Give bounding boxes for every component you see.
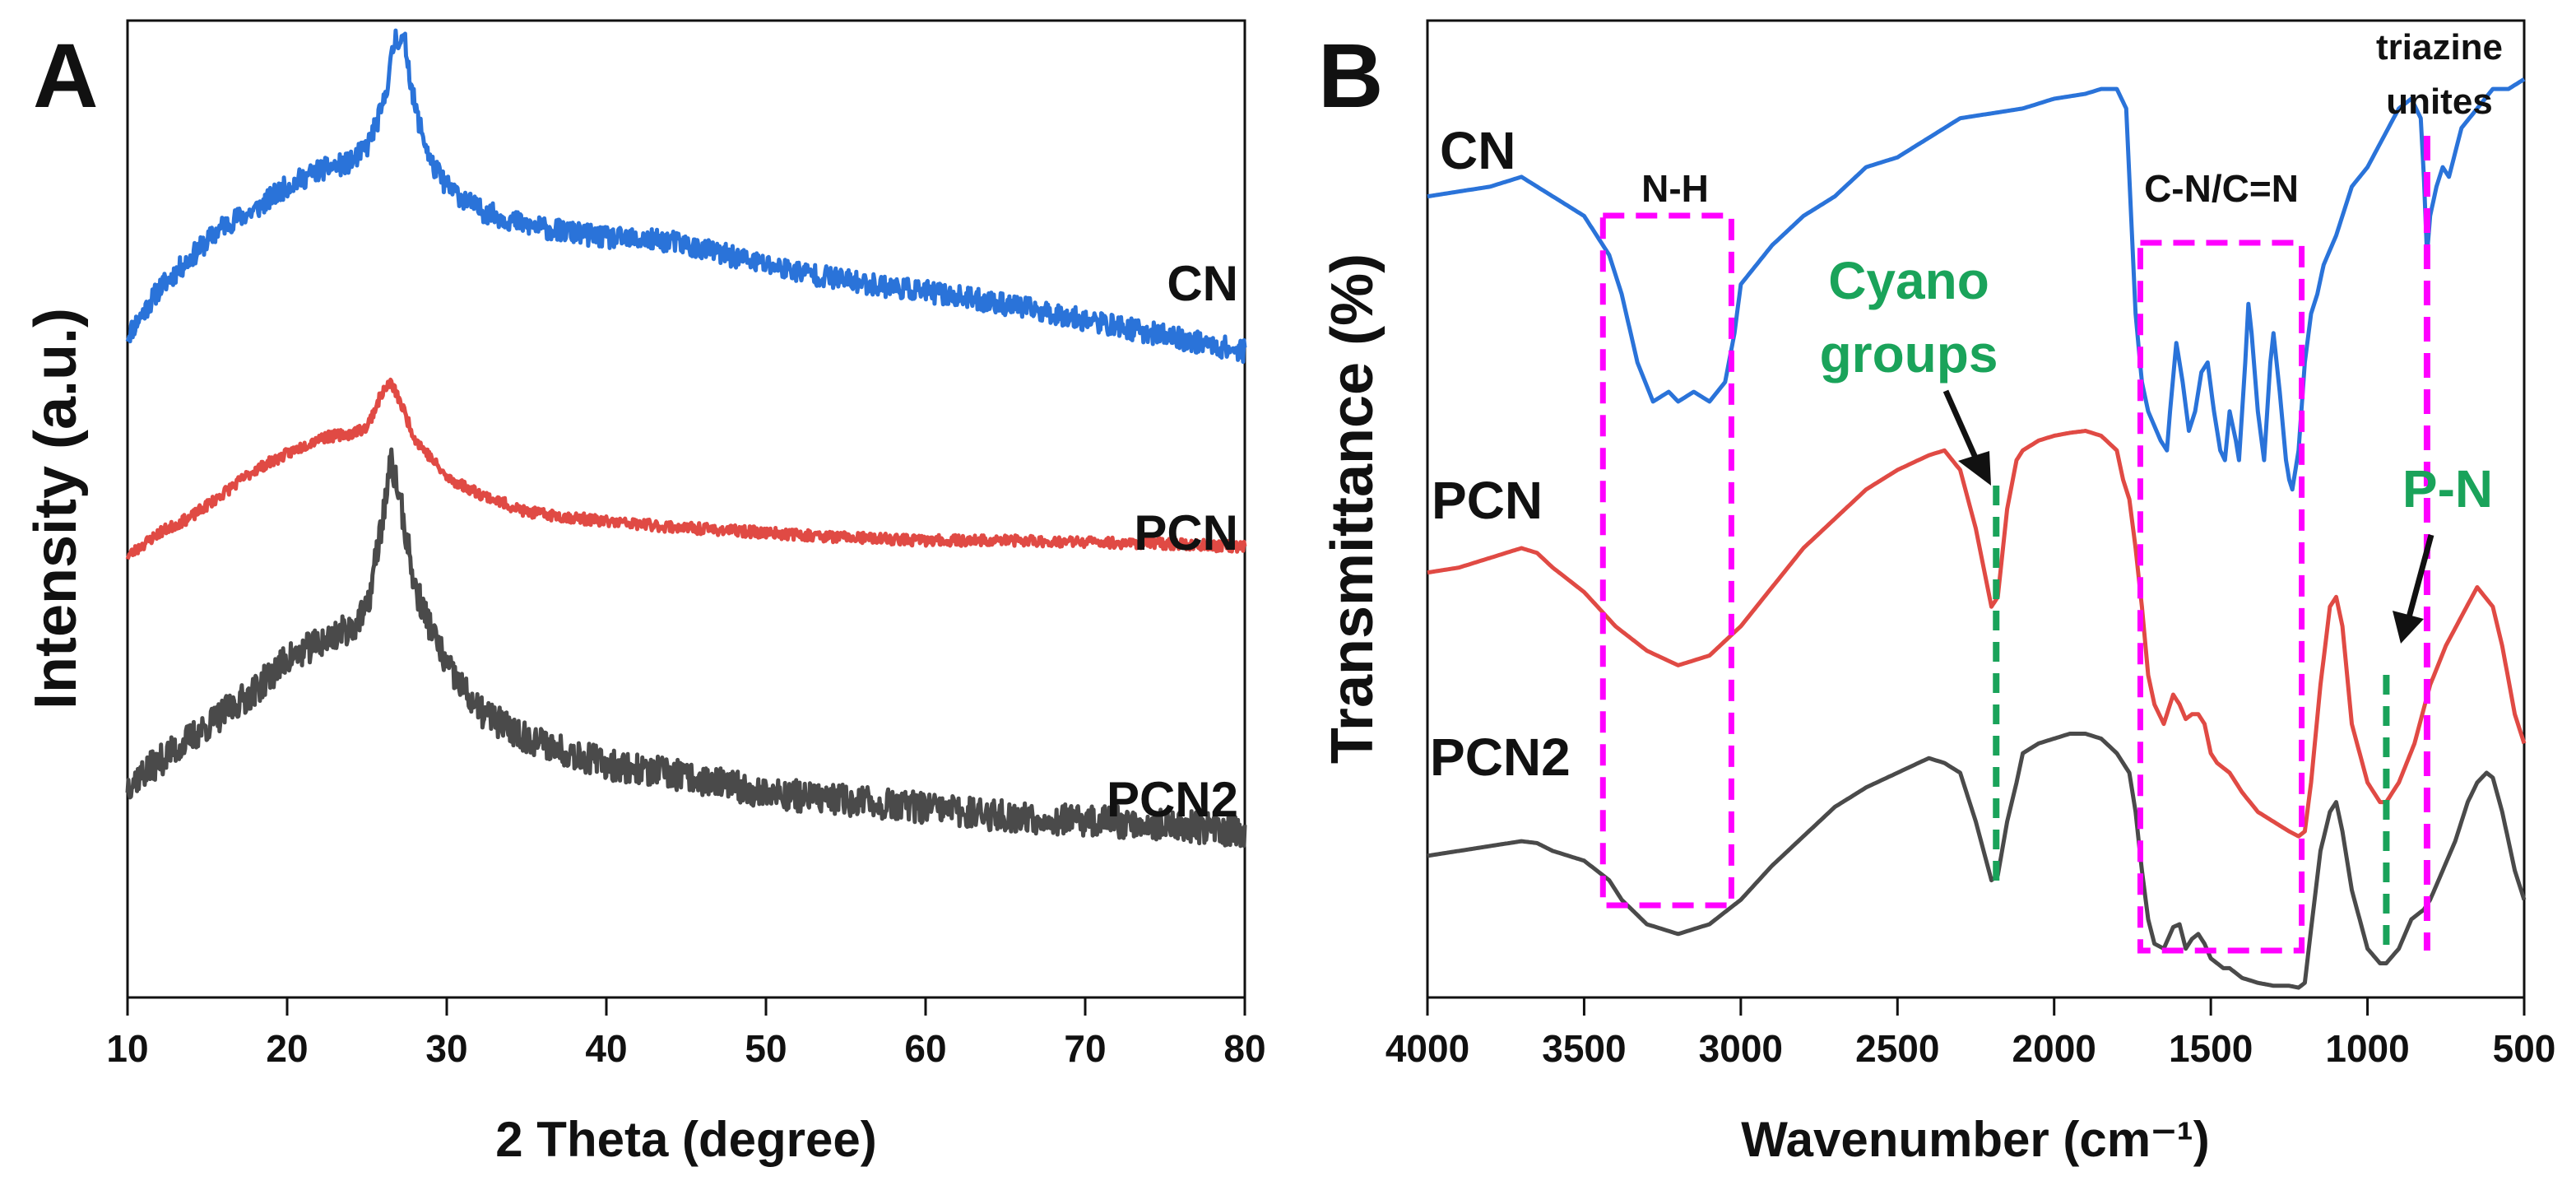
cyano-label-line2: groups — [1820, 324, 1998, 384]
nh-region-box — [1599, 212, 1734, 909]
panel-a-letter: A — [33, 26, 98, 127]
panel-b-x-tick-label: 4000 — [1385, 1027, 1469, 1070]
panel-b-series-cn — [1427, 77, 2526, 492]
panel-a-x-tick-label: 40 — [585, 1027, 627, 1070]
panel-a-x-tick-label: 50 — [745, 1027, 787, 1070]
cyano-label-line1: Cyano — [1828, 251, 1989, 310]
cn-region-box — [2137, 239, 2305, 954]
triazine-label-line2: unites — [2386, 81, 2493, 122]
panel-b-label-pcn: PCN — [1432, 471, 1543, 530]
panel-b-x-tick-label: 3000 — [1699, 1027, 1783, 1070]
panel-a-x-tick-label: 60 — [904, 1027, 946, 1070]
pn-label: P-N — [2402, 459, 2493, 518]
panel-a-x-tick-label: 70 — [1064, 1027, 1106, 1070]
panel-a-x-tick-label: 20 — [266, 1027, 308, 1070]
panel-b-y-axis-title: Transmittance (%) — [1320, 253, 1385, 764]
panel-a-label-pcn2: PCN2 — [1107, 772, 1238, 827]
panel-a-x-axis: 10 20 30 40 50 60 70 80 — [106, 997, 1266, 1070]
panel-b-series-pcn — [1427, 429, 2527, 839]
panel-a-x-tick-label: 80 — [1223, 1027, 1265, 1070]
panel-b-x-tick-label: 1500 — [2169, 1027, 2253, 1070]
panel-b-series-pcn2 — [1427, 732, 2527, 990]
panel-b-x-axis-title: Wavenumber (cm⁻¹) — [1741, 1112, 2210, 1167]
panel-b-chart: 4000 3500 3000 2500 2000 1500 1000 500 N-H C-N/… — [1320, 19, 2556, 1167]
cyano-arrow-shaft — [1942, 389, 1982, 467]
panel-b-label-cn: CN — [1440, 121, 1515, 180]
panel-b-x-tick-label: 2000 — [2012, 1027, 2096, 1070]
panel-a-chart: 10 20 30 40 50 60 70 80 CN PCN PCN2 2 Theta (de… — [23, 19, 1266, 1167]
triazine-label-line1: triazine — [2376, 27, 2503, 67]
panel-b-x-axis: 4000 3500 3000 2500 2000 1500 1000 500 — [1385, 997, 2556, 1070]
nh-label: N-H — [1641, 167, 1709, 210]
panel-b-plot-frame — [1426, 19, 2526, 999]
panel-a-series-pcn — [125, 377, 1247, 560]
panel-a-series-cn — [125, 28, 1247, 365]
panel-a-y-axis-title: Intensity (a.u.) — [23, 308, 89, 709]
cyano-arrow-head — [1958, 451, 1991, 486]
panel-b-letter: B — [1318, 26, 1383, 127]
panel-b-series-group — [1427, 77, 2527, 990]
panel-b-x-tick-label: 500 — [2493, 1027, 2556, 1070]
panel-a-plot-frame — [126, 19, 1246, 999]
panel-a-x-tick-label: 30 — [425, 1027, 467, 1070]
panel-b-label-pcn2: PCN2 — [1430, 728, 1571, 787]
panel-a-x-axis-title: 2 Theta (degree) — [495, 1112, 876, 1167]
panel-b-annotations: N-H C-N/C=N triazine unites Cyano groups… — [1599, 27, 2503, 954]
panel-b-x-tick-label: 3500 — [1542, 1027, 1626, 1070]
panel-a-series-group — [125, 28, 1247, 849]
panel-a-label-cn: CN — [1167, 256, 1238, 311]
pn-arrow-shaft — [2406, 534, 2434, 618]
panel-a-series-pcn2 — [125, 447, 1247, 849]
panel-b-x-tick-label: 2500 — [1855, 1027, 1939, 1070]
panel-a-x-tick-label: 10 — [106, 1027, 148, 1070]
pn-arrow-head — [2393, 611, 2424, 644]
panel-a-label-pcn: PCN — [1134, 505, 1238, 560]
panel-b-x-tick-label: 1000 — [2325, 1027, 2409, 1070]
cn-region-label: C-N/C=N — [2144, 167, 2299, 210]
